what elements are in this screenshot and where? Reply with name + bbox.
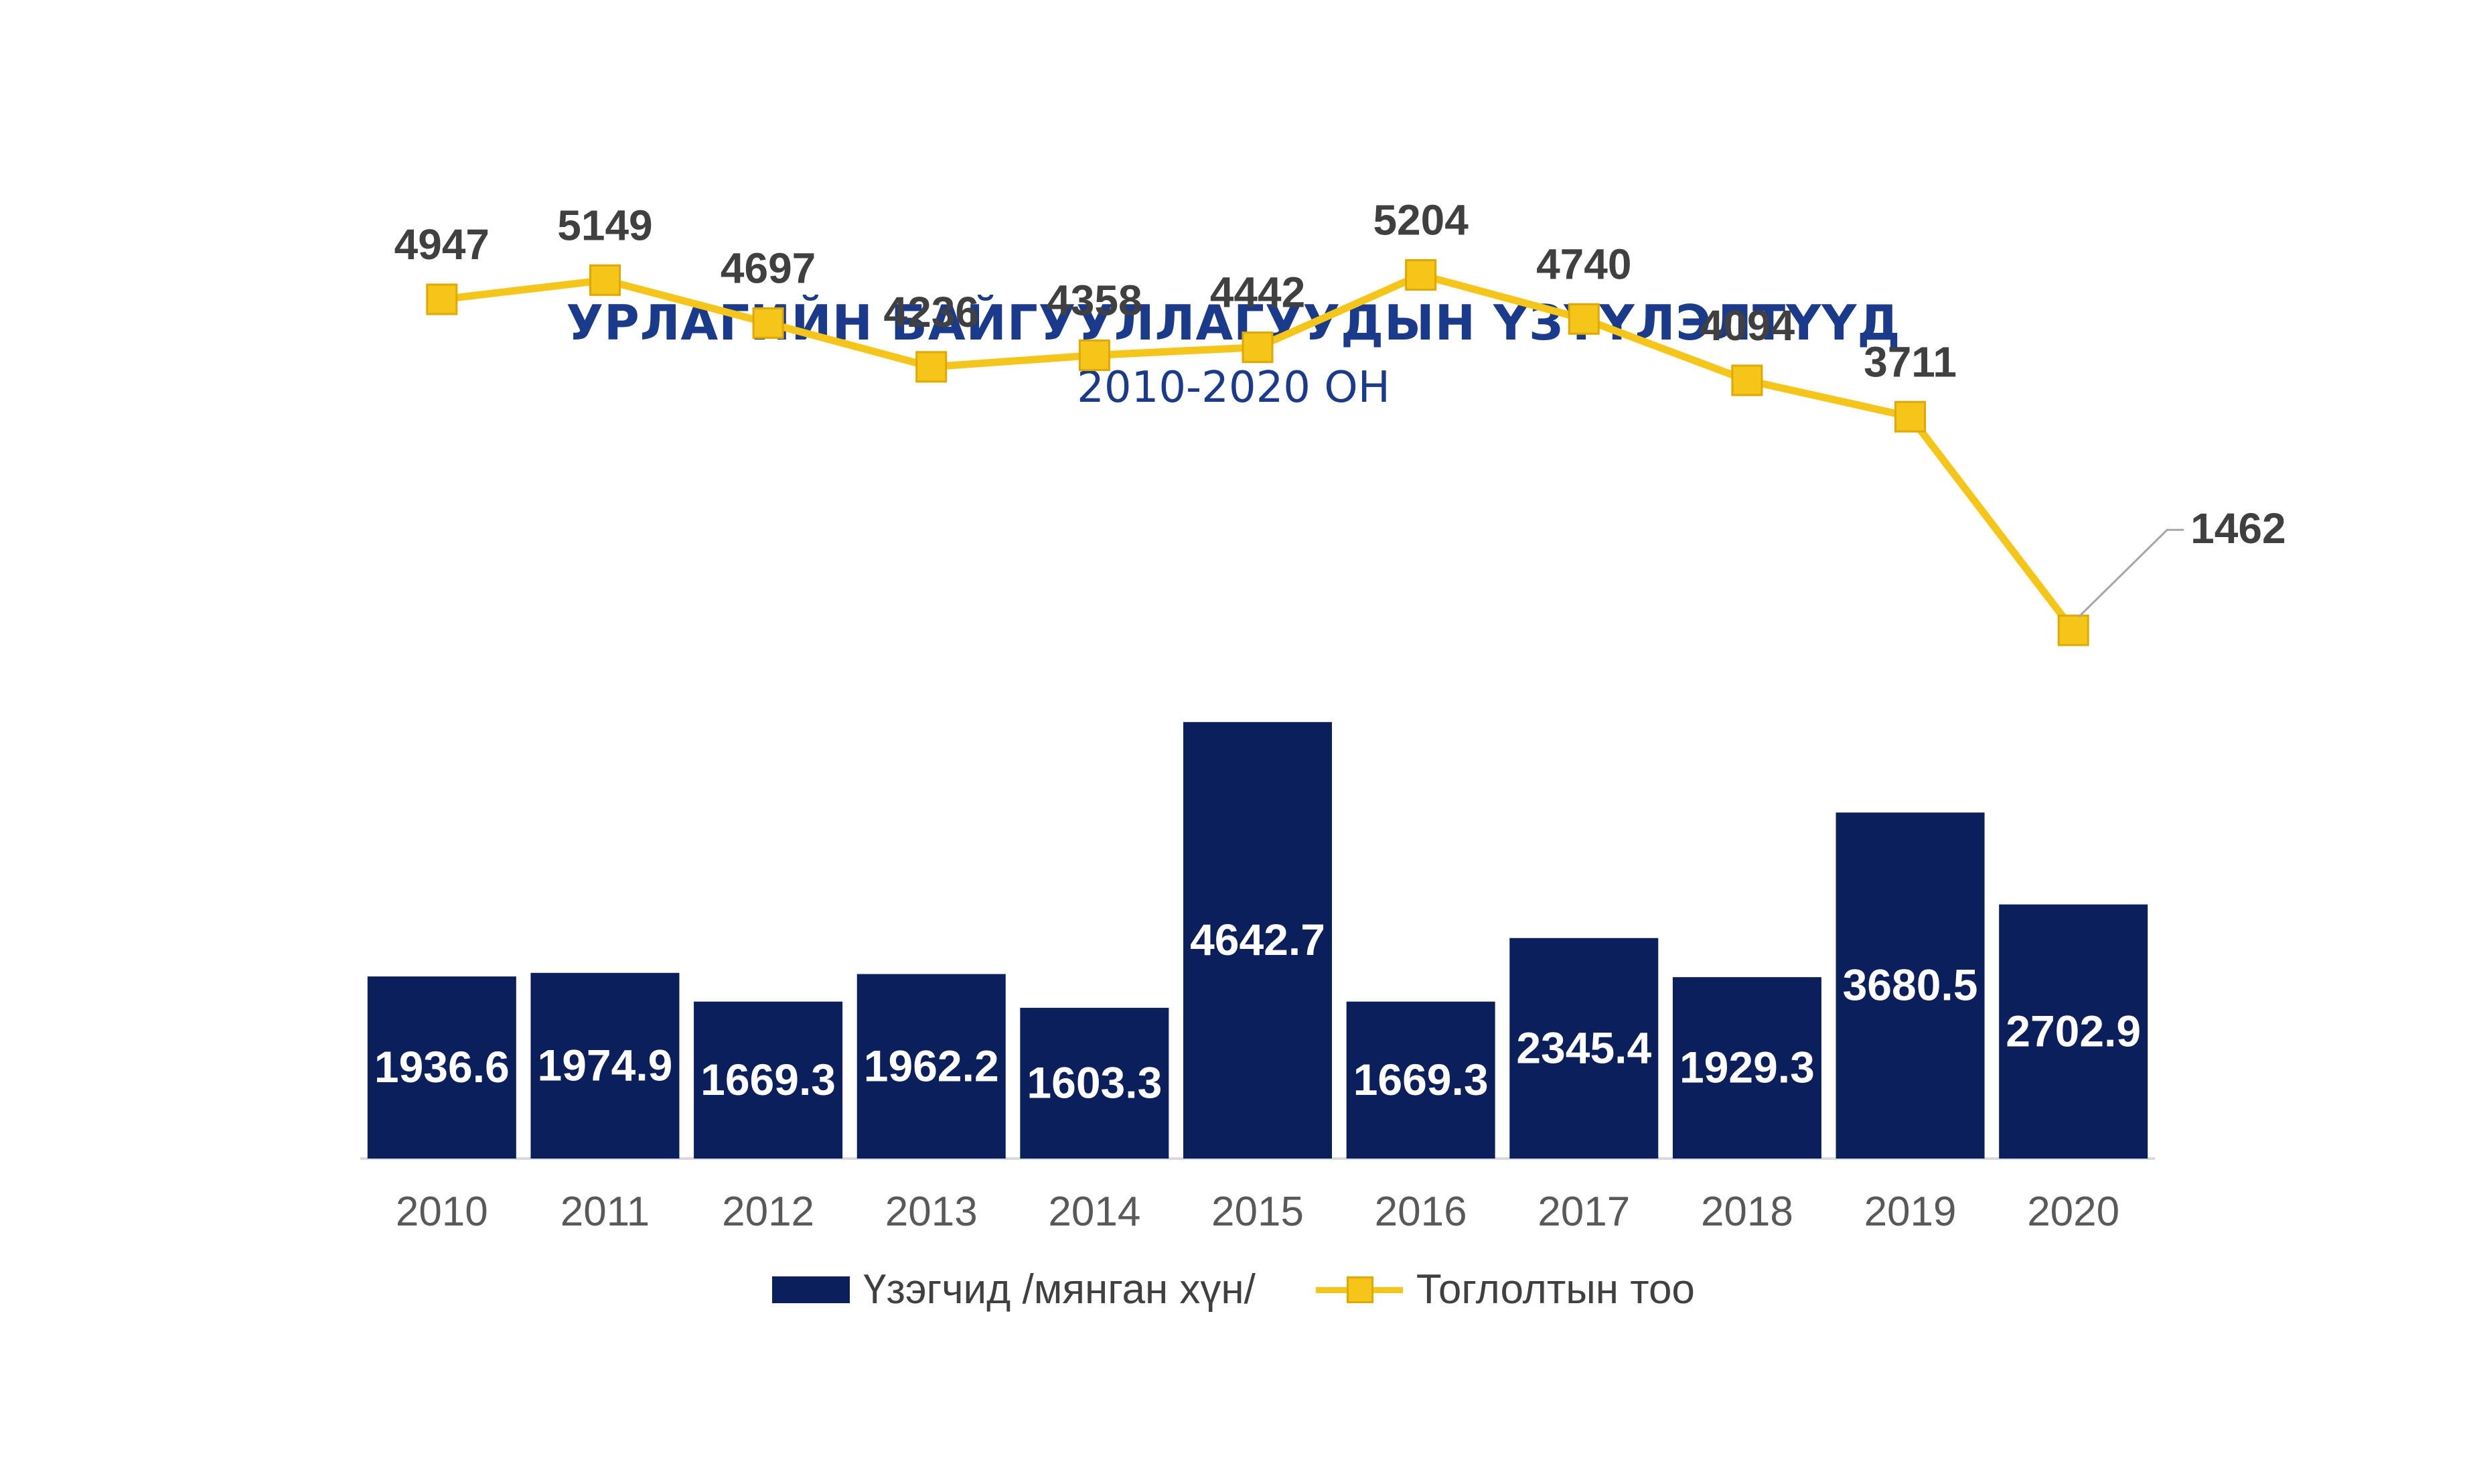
- bar-label-2019: 3680.5: [1843, 960, 1978, 1010]
- line-series-path: [441, 271, 2077, 633]
- legend-line-label: Тоглолтын тоо: [1416, 1266, 1695, 1313]
- chart-subtitle: 2010-2020 ОН: [1077, 363, 1390, 413]
- line-label-2017: 4740: [1536, 240, 1631, 288]
- bar-label-2017: 2345.4: [1516, 1023, 1651, 1072]
- line-marker-2013: [915, 351, 948, 383]
- bar-2016: [1346, 1001, 1495, 1159]
- legend-line-swatch: [1315, 1276, 1403, 1303]
- bar-2018: [1672, 977, 1821, 1159]
- line-marker-2018: [1731, 364, 1763, 396]
- bar-label-2012: 1669.3: [700, 1055, 836, 1104]
- line-marker-2011: [589, 264, 621, 296]
- line-marker-2012: [752, 307, 784, 339]
- legend-item-bar: Үзэгчид /мянган хүн/: [772, 1266, 1256, 1313]
- x-tick-2015: 2015: [1211, 1189, 1304, 1235]
- x-tick-2012: 2012: [722, 1189, 814, 1235]
- x-tick-2014: 2014: [1048, 1189, 1140, 1235]
- bar-2014: [1020, 1007, 1169, 1159]
- bar-label-2018: 1929.3: [1679, 1043, 1815, 1092]
- line-marker-2020: [2057, 614, 2089, 646]
- legend: Үзэгчид /мянган хүн/ Тоглолтын тоо: [0, 1266, 2467, 1313]
- bar-label-2010: 1936.6: [374, 1042, 510, 1092]
- x-tick-2016: 2016: [1375, 1189, 1467, 1235]
- x-tick-2018: 2018: [1701, 1189, 1793, 1235]
- bar-label-2013: 1962.2: [864, 1041, 999, 1090]
- line-label-2019: 3711: [1864, 338, 1957, 386]
- legend-bar-swatch: [772, 1276, 850, 1303]
- x-tick-2020: 2020: [2027, 1189, 2119, 1235]
- bar-label-2011: 1974.9: [538, 1040, 673, 1090]
- bar-label-2015: 4642.7: [1190, 915, 1325, 964]
- x-tick-2019: 2019: [1864, 1189, 1957, 1235]
- legend-item-line: Тоглолтын тоо: [1315, 1266, 1695, 1313]
- line-label-2012: 4697: [721, 244, 816, 292]
- bar-2017: [1509, 938, 1659, 1159]
- line-marker-2014: [1078, 340, 1110, 372]
- bar-2020: [1999, 904, 2148, 1159]
- x-tick-2017: 2017: [1538, 1189, 1630, 1235]
- line-marker-2019: [1894, 400, 1927, 433]
- line-label-2018: 4094: [1700, 301, 1795, 350]
- x-tick-2011: 2011: [560, 1189, 650, 1235]
- bar-2019: [1836, 812, 1985, 1159]
- line-marker-2010: [426, 283, 458, 315]
- bar-2010: [367, 976, 516, 1159]
- line-marker-2017: [1568, 303, 1600, 335]
- line-label-2013: 4236: [884, 288, 979, 336]
- line-label-2020: 1462: [2190, 504, 2286, 552]
- bar-2015: [1183, 722, 1332, 1159]
- line-marker-2016: [1405, 259, 1437, 291]
- bar-label-2016: 1669.3: [1353, 1055, 1489, 1104]
- line-label-leader: [2078, 528, 2184, 618]
- line-label-2015: 4442: [1210, 269, 1305, 317]
- x-tick-2013: 2013: [885, 1189, 978, 1235]
- bar-label-2014: 1603.3: [1027, 1057, 1162, 1107]
- line-label-2010: 4947: [394, 220, 490, 269]
- legend-bar-label: Үзэгчид /мянган хүн/: [863, 1266, 1256, 1313]
- line-label-2014: 4358: [1047, 277, 1142, 325]
- x-tick-2010: 2010: [396, 1189, 488, 1235]
- bar-2011: [530, 972, 680, 1159]
- bar-label-2020: 2702.9: [2006, 1006, 2141, 1055]
- bar-2013: [856, 974, 1006, 1159]
- bar-2012: [694, 1001, 843, 1159]
- line-label-2011: 5149: [557, 201, 652, 249]
- line-marker-2015: [1242, 331, 1274, 364]
- chart-title: УРЛАГИЙН БАЙГУУЛЛАГУУДЫН ҮЗҮҮЛЭЛТҮҮД: [566, 295, 1901, 351]
- line-label-2016: 5204: [1373, 196, 1469, 244]
